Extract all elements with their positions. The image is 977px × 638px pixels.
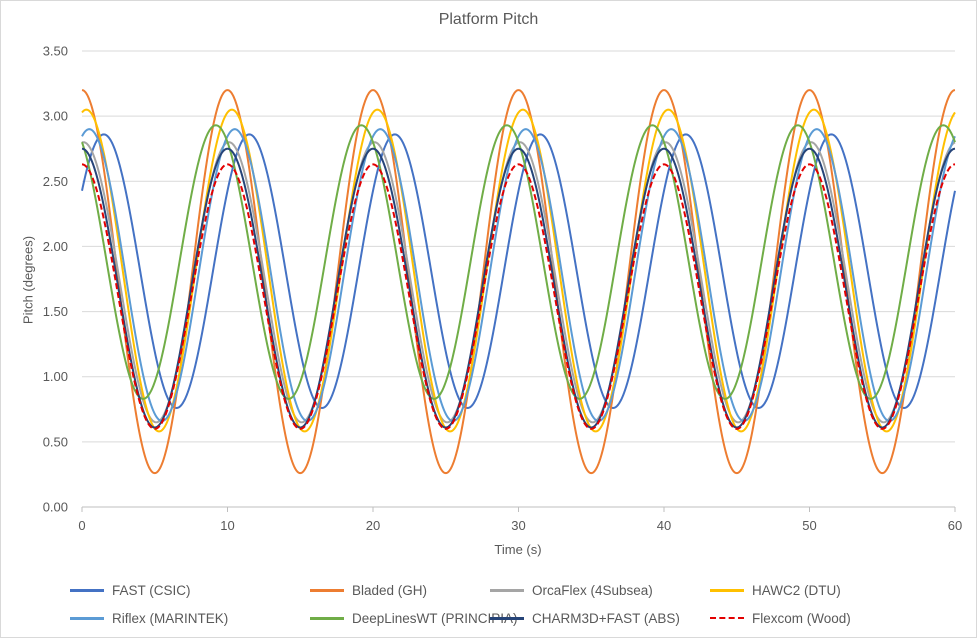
legend-item: Flexcom (Wood) — [710, 608, 851, 628]
legend-label: OrcaFlex (4Subsea) — [532, 582, 653, 598]
legend-label: FAST (CSIC) — [112, 582, 191, 598]
legend-item: OrcaFlex (4Subsea) — [490, 580, 653, 600]
legend-swatch — [310, 616, 344, 620]
x-tick-label: 50 — [802, 518, 816, 533]
chart-title: Platform Pitch — [438, 11, 539, 28]
y-tick-label: 3.00 — [43, 109, 68, 124]
y-tick-label: 0.50 — [43, 434, 68, 449]
legend-swatch — [70, 588, 104, 592]
legend-item: Riflex (MARINTEK) — [70, 608, 228, 628]
series-line-2 — [81, 89, 956, 475]
x-axis-label: Time (s) — [494, 542, 542, 557]
legend-label: DeepLinesWT (PRINCIPIA) — [352, 610, 518, 626]
legend-swatch — [490, 616, 524, 620]
y-tick-label: 2.50 — [43, 174, 68, 189]
x-tick-label: 40 — [657, 518, 671, 533]
series-line-7 — [81, 147, 956, 429]
series-line-8 — [81, 163, 956, 430]
y-tick-label: 3.50 — [43, 44, 68, 59]
series-line-1 — [81, 133, 956, 409]
legend-label: Flexcom (Wood) — [752, 610, 851, 626]
series-line-3 — [81, 141, 956, 424]
legend-item: HAWC2 (DTU) — [710, 580, 841, 600]
y-tick-label: 1.00 — [43, 369, 68, 384]
y-tick-label: 0.00 — [43, 500, 68, 515]
legend-swatch — [310, 588, 344, 592]
legend-swatch — [710, 588, 744, 592]
x-tick-label: 0 — [78, 518, 85, 533]
x-tick-label: 60 — [948, 518, 962, 533]
series-line-5 — [81, 128, 956, 423]
x-tick-label: 30 — [511, 518, 525, 533]
series-line-6 — [81, 124, 956, 400]
y-tick-label: 1.50 — [43, 304, 68, 319]
legend-swatch — [70, 616, 104, 620]
x-tick-label: 20 — [366, 518, 380, 533]
legend-swatch — [490, 588, 524, 592]
legend-label: Bladed (GH) — [352, 582, 428, 598]
legend-swatch — [710, 617, 744, 619]
legend-item: Bladed (GH) — [310, 580, 427, 600]
y-axis-label: Pitch (degrees) — [20, 235, 36, 325]
legend-label: Riflex (MARINTEK) — [112, 610, 229, 626]
legend-item: DeepLinesWT (PRINCIPIA) — [310, 608, 518, 628]
x-tick-label: 10 — [220, 518, 234, 533]
legend-label: CHARM3D+FAST (ABS) — [532, 610, 680, 626]
legend-label: HAWC2 (DTU) — [752, 582, 841, 598]
series-line-4 — [81, 108, 956, 433]
legend-item: FAST (CSIC) — [70, 580, 191, 600]
y-tick-label: 2.00 — [43, 239, 68, 254]
legend-item: CHARM3D+FAST (ABS) — [490, 608, 680, 628]
